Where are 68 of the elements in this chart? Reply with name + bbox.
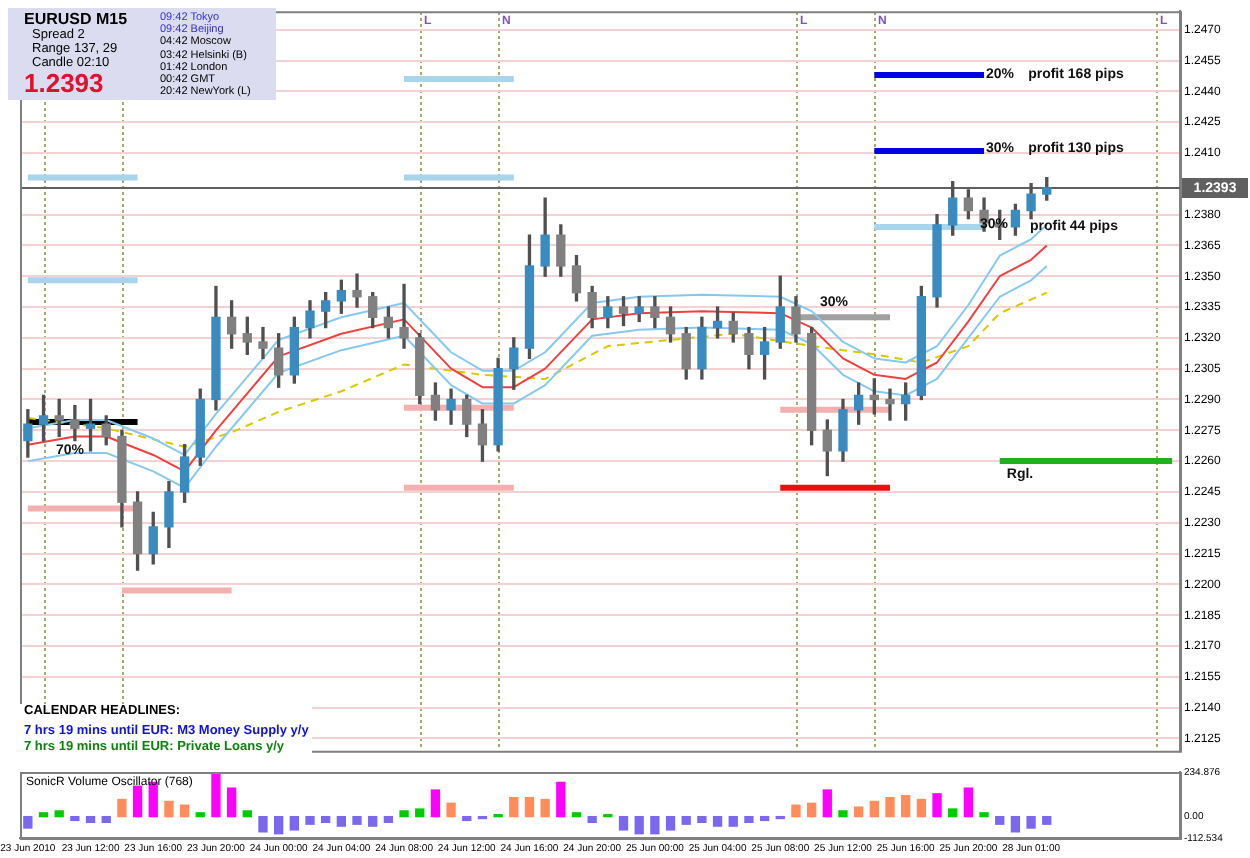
candlestick — [399, 283, 409, 349]
bar — [23, 815, 33, 829]
bar — [164, 800, 174, 818]
bar — [697, 815, 707, 823]
bar — [85, 815, 96, 823]
bar — [728, 815, 738, 827]
bar — [948, 808, 958, 818]
bar — [1042, 815, 1052, 825]
bar — [759, 815, 770, 822]
candlestick — [352, 273, 362, 308]
bar — [916, 798, 927, 818]
bar — [853, 806, 864, 818]
bar — [258, 815, 268, 833]
bar — [211, 772, 221, 818]
bar — [336, 815, 347, 827]
bar — [101, 815, 111, 823]
bar — [791, 804, 801, 818]
bar — [540, 798, 550, 818]
bar — [38, 812, 49, 818]
candlestick — [258, 326, 268, 360]
bar — [524, 796, 535, 818]
bar — [618, 815, 629, 831]
bar — [242, 810, 252, 818]
bar — [822, 789, 832, 818]
bar — [932, 793, 942, 818]
bar — [273, 815, 284, 835]
bar — [305, 815, 315, 825]
line-series — [26, 291, 1048, 448]
bar — [650, 815, 660, 835]
bar — [462, 815, 472, 822]
bar — [587, 815, 597, 823]
bar — [446, 802, 456, 818]
annotation: 1.2393 — [24, 68, 106, 98]
bar — [117, 798, 127, 818]
bar — [744, 815, 754, 823]
bar — [509, 796, 519, 818]
bar — [415, 808, 425, 818]
bar — [665, 815, 676, 831]
annotation: EURUSD M15 — [24, 10, 128, 28]
bar — [1026, 815, 1036, 829]
bar — [195, 812, 205, 818]
bar — [289, 815, 299, 831]
bar — [132, 785, 143, 818]
bar — [885, 796, 895, 818]
bar — [838, 810, 848, 818]
bar — [368, 815, 378, 827]
bar — [1010, 815, 1021, 833]
candlestick — [885, 388, 895, 421]
bar — [383, 815, 394, 823]
bar — [179, 804, 190, 818]
bar — [430, 789, 441, 818]
bar — [869, 800, 879, 818]
bar — [979, 812, 989, 818]
bar — [712, 815, 723, 827]
bar — [963, 787, 974, 818]
bar — [995, 815, 1005, 825]
bar — [54, 810, 64, 818]
bar — [399, 810, 409, 818]
bar — [901, 795, 911, 818]
bar — [226, 787, 237, 818]
bar — [571, 812, 582, 818]
bar — [70, 815, 80, 822]
bar — [321, 815, 331, 823]
bar — [556, 781, 566, 818]
bar — [352, 815, 362, 825]
bar — [806, 802, 817, 818]
bar — [634, 815, 644, 835]
bar — [681, 815, 691, 825]
